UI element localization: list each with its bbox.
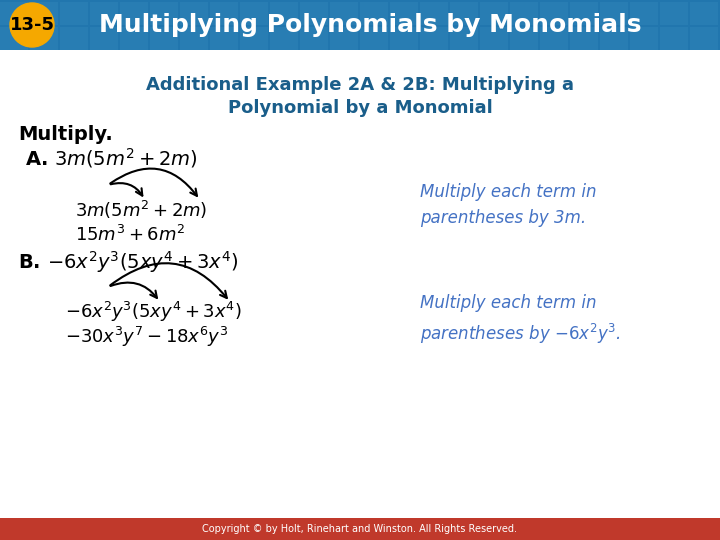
Bar [150,27,178,50]
Bar [600,27,628,50]
Bar [600,2,628,25]
Bar [30,27,58,50]
Bar [360,27,388,50]
Bar [570,2,598,25]
Text: B. $-6x^2y^3(5xy^4 + 3x^4)$: B. $-6x^2y^3(5xy^4 + 3x^4)$ [18,249,238,275]
Bar [150,2,178,25]
Bar [270,2,298,25]
FancyBboxPatch shape [0,518,720,540]
Text: Multiply each term in
parentheses by $-6x^2y^3$.: Multiply each term in parentheses by $-6… [420,294,621,347]
Text: 13-5: 13-5 [9,16,55,34]
Bar [300,2,328,25]
Bar [360,2,388,25]
Bar [480,27,508,50]
Bar [240,27,268,50]
Bar [660,2,688,25]
Bar [270,27,298,50]
Circle shape [10,3,54,47]
Bar [90,2,118,25]
Bar [480,2,508,25]
Text: $-30x^3y^7 - 18x^6y^3$: $-30x^3y^7 - 18x^6y^3$ [65,325,228,349]
Bar [180,27,208,50]
Bar [240,2,268,25]
Bar [120,2,148,25]
Bar [120,27,148,50]
FancyArrowPatch shape [110,168,197,196]
Bar [690,27,718,50]
Bar [60,2,88,25]
FancyArrowPatch shape [111,183,143,195]
Bar [540,2,568,25]
Bar [450,2,478,25]
Bar [330,2,358,25]
Bar [300,27,328,50]
Bar [30,2,58,25]
Text: Copyright © by Holt, Rinehart and Winston. All Rights Reserved.: Copyright © by Holt, Rinehart and Winsto… [202,524,518,534]
Bar [90,27,118,50]
Bar [330,27,358,50]
Bar [630,27,658,50]
Bar [0,2,28,25]
Bar [420,27,448,50]
Text: Multiplying Polynomials by Monomials: Multiplying Polynomials by Monomials [99,13,642,37]
Bar [180,2,208,25]
Bar [570,27,598,50]
Bar [660,27,688,50]
FancyArrowPatch shape [111,282,157,298]
Text: $-6x^2y^3(5xy^4 + 3x^4)$: $-6x^2y^3(5xy^4 + 3x^4)$ [65,300,242,324]
Bar [690,2,718,25]
Text: Additional Example 2A & 2B: Multiplying a: Additional Example 2A & 2B: Multiplying … [146,76,574,94]
Bar [630,2,658,25]
Text: Multiply each term in
parentheses by 3m.: Multiply each term in parentheses by 3m. [420,183,596,227]
Text: Polynomial by a Monomial: Polynomial by a Monomial [228,99,492,117]
Bar [390,2,418,25]
Bar [210,27,238,50]
Text: $15m^3 + 6m^2$: $15m^3 + 6m^2$ [75,225,186,245]
Bar [60,27,88,50]
Text: Multiply.: Multiply. [18,125,113,145]
Text: A. $3m(5m^2 + 2m)$: A. $3m(5m^2 + 2m)$ [25,146,197,170]
Bar [510,2,538,25]
Bar [390,27,418,50]
Bar [510,27,538,50]
Bar [420,2,448,25]
FancyBboxPatch shape [0,0,720,50]
Bar [450,27,478,50]
Bar [0,27,28,50]
Text: $3m(5m^2 + 2m)$: $3m(5m^2 + 2m)$ [75,199,207,221]
Bar [540,27,568,50]
FancyArrowPatch shape [110,263,227,298]
Bar [210,2,238,25]
